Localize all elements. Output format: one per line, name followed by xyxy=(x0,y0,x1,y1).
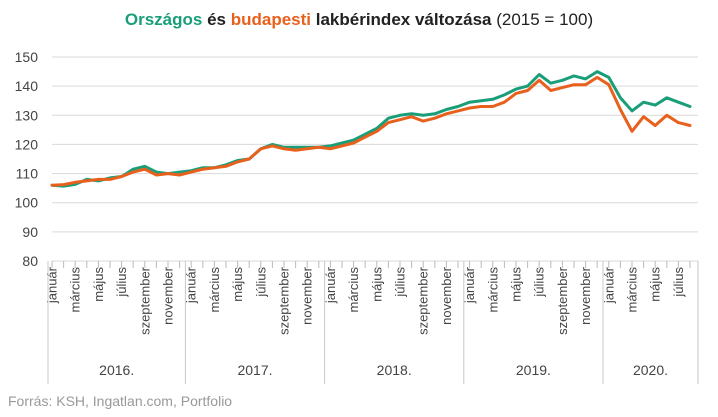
y-tick-label: 140 xyxy=(15,78,39,94)
x-tick-label: szeptember xyxy=(416,266,431,335)
x-tick-label: március xyxy=(68,267,83,313)
x-tick-label: november xyxy=(439,266,454,324)
year-label: 2016. xyxy=(99,362,134,378)
x-tick-label: november xyxy=(300,266,315,324)
y-tick-label: 110 xyxy=(16,166,39,182)
year-label: 2020. xyxy=(633,362,668,378)
x-tick-label: május xyxy=(91,267,106,302)
x-tick-label: május xyxy=(509,267,524,302)
x-tick-label: március xyxy=(207,267,222,313)
x-tick-label: március xyxy=(346,267,361,313)
y-tick-label: 100 xyxy=(15,195,39,211)
series-line-budapest xyxy=(50,75,692,187)
y-tick-label: 90 xyxy=(22,224,38,240)
x-tick-label: július xyxy=(114,267,129,298)
x-tick-label: március xyxy=(625,267,640,313)
title-budapest: budapesti xyxy=(230,10,312,29)
y-tick-label: 80 xyxy=(22,253,38,269)
x-tick-label: március xyxy=(485,267,500,313)
x-tick-label: május xyxy=(369,267,384,302)
title-and: és xyxy=(202,10,231,29)
chart-title: Országos és budapesti lakbérindex változ… xyxy=(0,10,718,30)
x-tick-label: szeptember xyxy=(555,266,570,335)
x-tick-label: január xyxy=(462,266,477,304)
x-tick-label: július xyxy=(532,267,547,298)
source-note: Forrás: KSH, Ingatlan.com, Portfolio xyxy=(8,393,233,409)
year-label: 2019. xyxy=(516,362,551,378)
x-tick-label: január xyxy=(323,266,338,304)
y-tick-label: 120 xyxy=(15,136,39,152)
x-tick-label: január xyxy=(601,266,616,304)
x-tick-label: január xyxy=(45,266,60,304)
x-tick-label: szeptember xyxy=(277,266,292,335)
year-label: 2018. xyxy=(377,362,412,378)
x-tick-label: január xyxy=(184,266,199,304)
title-national: Országos xyxy=(124,10,203,29)
x-tick-label: november xyxy=(578,266,593,324)
x-tick-label: július xyxy=(393,267,408,298)
x-tick-label: november xyxy=(161,266,176,324)
y-tick-label: 150 xyxy=(15,49,39,65)
y-tick-label: 130 xyxy=(15,107,39,123)
title-base: (2015 = 100) xyxy=(491,10,594,29)
x-tick-label: július xyxy=(671,267,686,298)
x-tick-label: július xyxy=(253,267,268,298)
series-line-national xyxy=(50,70,692,188)
x-tick-label: május xyxy=(230,267,245,302)
year-label: 2017. xyxy=(237,362,272,378)
x-tick-label: május xyxy=(648,267,663,302)
x-tick-label: szeptember xyxy=(137,266,152,335)
title-rest: lakbérindex változása xyxy=(311,10,492,29)
